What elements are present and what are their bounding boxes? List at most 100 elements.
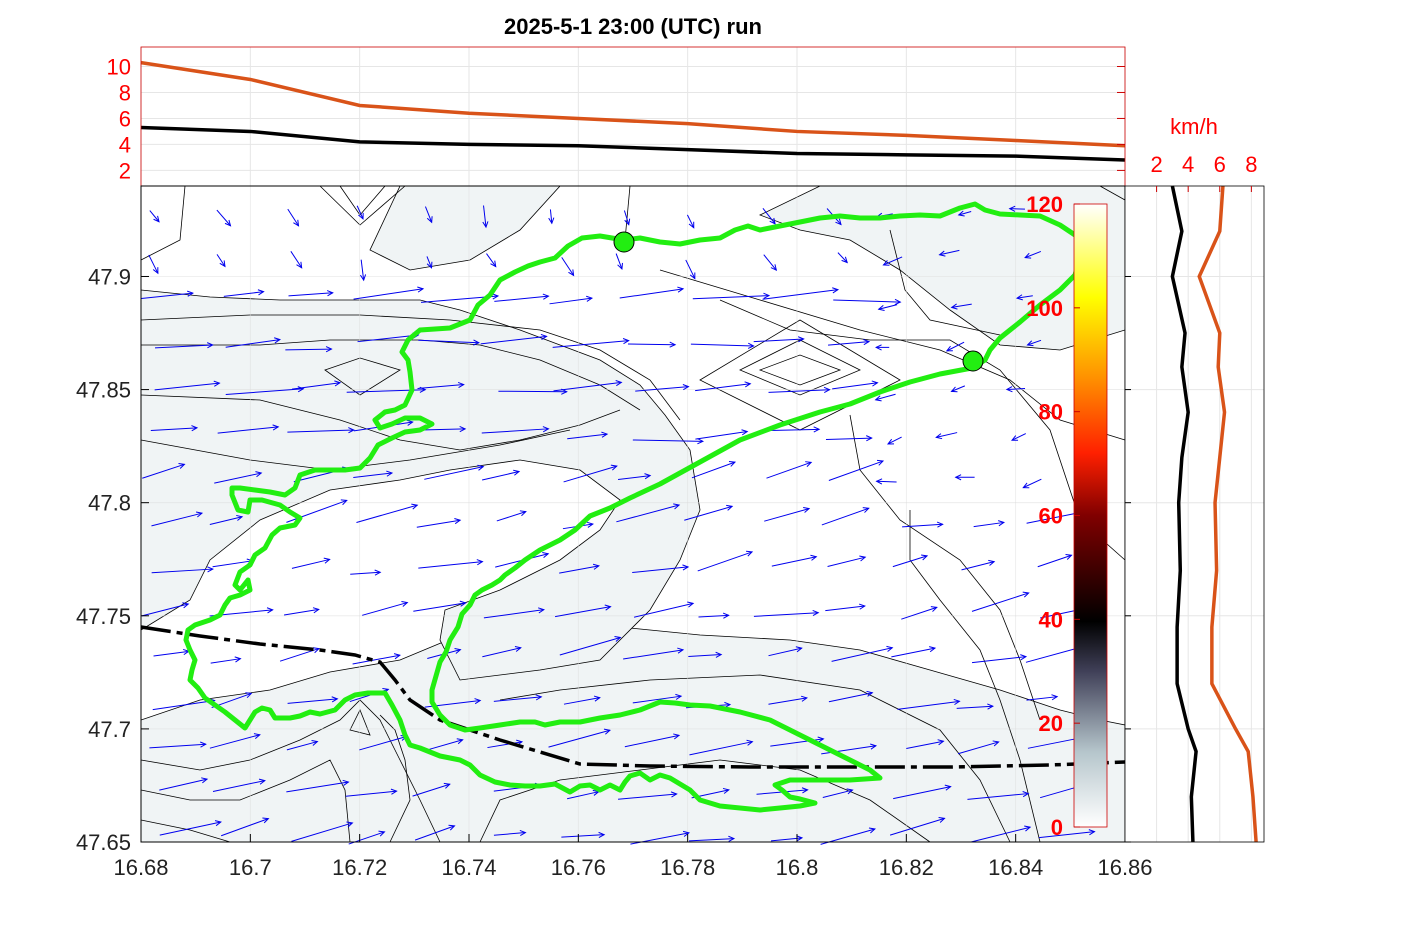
wind-vector-arrow <box>225 386 305 395</box>
side-x-tick-label: 6 <box>1214 152 1226 177</box>
wind-vector-arrow <box>950 385 966 393</box>
contour-line <box>479 759 931 843</box>
wind-vector-arrow <box>771 554 818 567</box>
main-x-tick-label: 16.68 <box>113 855 168 880</box>
wind-vector-arrow <box>416 518 462 528</box>
main-y-tick-label: 47.9 <box>88 264 131 289</box>
side-x-tick-label: 2 <box>1150 152 1162 177</box>
wind-vector-arrow <box>1005 386 1026 393</box>
wind-vector-arrow <box>290 251 303 269</box>
top-y-tick-label: 2 <box>119 158 131 183</box>
wind-vector-arrow <box>149 210 160 223</box>
wind-vector-arrow <box>684 504 734 521</box>
wind-vector-arrow <box>209 514 244 525</box>
wind-vector-arrow <box>1015 294 1033 301</box>
wind-vector-arrow <box>559 635 622 656</box>
wind-vector-arrow <box>827 339 871 346</box>
wind-vector-arrow <box>762 287 840 300</box>
wind-vector-arrow <box>768 386 831 393</box>
route-line-west <box>183 233 1083 813</box>
contour-line <box>499 674 1011 843</box>
wind-vector-arrow <box>828 459 885 481</box>
wind-vector-arrow <box>618 791 678 800</box>
wind-vector-arrow <box>291 557 331 569</box>
wind-vector-arrow <box>482 645 522 658</box>
wind-vector-arrow <box>426 256 433 269</box>
wind-vector-arrow <box>496 510 527 522</box>
colorbar-tick-label: 60 <box>1039 504 1063 529</box>
contour-line <box>1099 185 1126 201</box>
wind-vector-arrow <box>283 607 320 616</box>
wind-vector-arrow <box>685 259 696 280</box>
wind-vector-arrow <box>938 249 960 257</box>
main-y-tick-label: 47.65 <box>76 830 131 855</box>
wind-vector-arrow <box>291 821 354 842</box>
wind-vector-arrow <box>906 739 945 749</box>
wind-vector-arrow <box>764 426 821 433</box>
wind-vector-arrow <box>616 503 681 523</box>
wind-vector-arrow <box>615 253 623 271</box>
wind-vector-arrow <box>555 604 612 618</box>
wind-vector-arrow <box>825 435 873 442</box>
chart-title: 2025-5-1 23:00 (UTC) run <box>504 14 762 39</box>
wind-vector-arrow <box>893 784 952 800</box>
wind-vector-arrow <box>353 286 425 300</box>
wind-vector-arrow <box>151 511 204 527</box>
main-x-tick-label: 16.7 <box>229 855 272 880</box>
wind-vector-arrow <box>291 380 342 390</box>
wind-vector-arrow <box>971 654 1028 664</box>
wind-vector-arrow <box>635 384 690 392</box>
wind-vector-arrow <box>686 214 695 229</box>
contour-line <box>909 510 1041 843</box>
contour-line <box>379 714 411 843</box>
wind-vector-arrow <box>1022 478 1042 489</box>
wind-vector-arrow <box>764 507 811 522</box>
wind-vector-arrow <box>828 690 874 703</box>
colorbar-tick-label: 100 <box>1026 296 1063 321</box>
top-profile-lines <box>140 60 1126 162</box>
wind-vector-arrow <box>892 554 929 568</box>
wind-vector-arrow <box>548 209 555 225</box>
wind-vector-arrow <box>874 393 896 402</box>
wind-vector-arrow <box>935 432 958 440</box>
wind-vector-arrow <box>217 424 280 434</box>
wind-vector-arrow <box>362 601 409 616</box>
contour-line <box>140 819 231 843</box>
contour-line <box>140 699 441 843</box>
wind-vector-arrow <box>825 603 866 612</box>
wind-vector-arrow <box>1026 339 1042 347</box>
contour-line <box>758 354 842 386</box>
wind-vector-arrow <box>417 381 465 390</box>
wind-vector-arrow <box>753 609 820 617</box>
wind-vector-arrow <box>957 740 1000 755</box>
wind-vector-arrow <box>624 733 681 748</box>
wind-vector-arrow <box>691 461 737 479</box>
top-profile-series-1 <box>140 125 1126 162</box>
wind-vector-arrow <box>632 438 705 445</box>
wind-vector-arrow <box>889 816 946 836</box>
wind-vector-arrow <box>223 289 265 297</box>
wind-vector-arrow <box>831 645 894 662</box>
side-profile-x-label: km/h <box>1170 114 1218 139</box>
wind-vector-arrow <box>971 591 1030 612</box>
contour-line <box>140 394 621 451</box>
wind-vector-arrow <box>1037 554 1073 568</box>
colorbar-tick-label: 80 <box>1039 400 1063 425</box>
wind-vector-arrow <box>214 471 263 484</box>
wind-vector-arrow <box>689 835 736 842</box>
main-map-panel: 16.68 16.7 16.72 16.74 16.76 16.78 16.8 16.82 16… <box>76 185 1153 880</box>
wind-vector-arrow <box>695 429 749 440</box>
wind-vector-arrow <box>286 779 350 793</box>
contour-line <box>324 357 401 396</box>
wind-vector-arrow <box>216 209 232 227</box>
wind-vector-arrow <box>425 738 464 751</box>
wind-vector-arrow <box>288 290 334 297</box>
wind-vector-arrow <box>287 696 339 704</box>
wind-vector-arrow <box>689 739 754 756</box>
wind-vector-arrow <box>1024 250 1042 259</box>
top-profile-series-0 <box>140 60 1126 148</box>
wind-vector-arrow <box>154 380 221 391</box>
